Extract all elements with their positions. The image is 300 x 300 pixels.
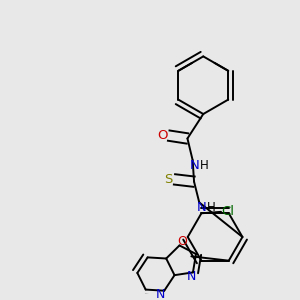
Text: N: N: [190, 159, 200, 172]
Text: O: O: [157, 129, 168, 142]
Text: S: S: [164, 173, 173, 186]
Text: N: N: [155, 288, 165, 300]
Text: O: O: [177, 236, 187, 248]
Text: H: H: [200, 159, 209, 172]
Text: H: H: [207, 201, 216, 214]
Text: N: N: [197, 201, 206, 214]
Text: N: N: [187, 270, 196, 283]
Text: Cl: Cl: [221, 205, 234, 218]
